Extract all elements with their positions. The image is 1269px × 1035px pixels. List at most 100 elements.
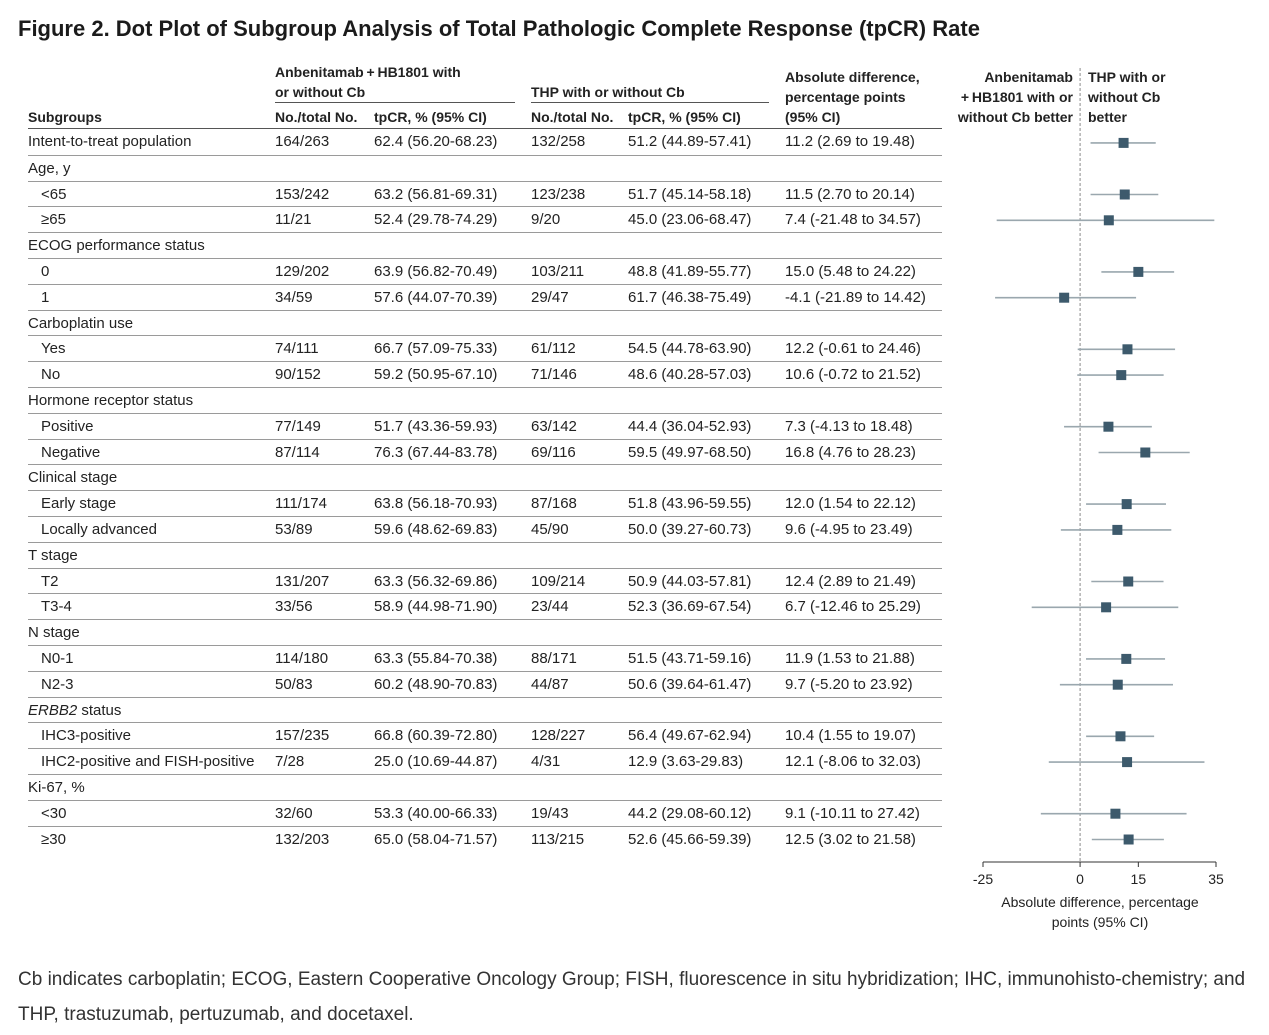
group-a-count: 34/59 [275,288,313,306]
point-estimate-marker [1121,653,1132,664]
table-row: T3-4 33/56 58.9 (44.98-71.90) 23/44 52.3 (36… [28,593,942,620]
group-b-rate: 61.7 (46.38-75.49) [628,288,752,306]
group-a-rate: 76.3 (67.44-83.78) [374,443,498,461]
point-estimate-marker [1133,266,1144,277]
a-count-header: No./total No. [275,109,358,125]
group-a-count: 7/28 [275,753,305,771]
subgroup-label: Intent-to-treat population [28,133,192,150]
x-axis-label-line1: Absolute difference, percentage [1001,894,1199,910]
group-a-header-line1: Anbenitamab + HB1801 with [275,64,461,80]
group-a-rate: 65.0 (58.04-71.57) [374,830,498,848]
table-row: 1 34/59 57.6 (44.07-70.39) 29/47 61.7 (46.38… [28,283,942,311]
category-label: T stage [28,546,78,564]
group-a-rate: 58.9 (44.98-71.90) [374,598,498,616]
group-a-count: 32/60 [275,804,313,822]
group-b-rate: 51.2 (44.89-57.41) [628,133,752,150]
absolute-difference: 12.4 (2.89 to 21.49) [785,572,916,590]
point-estimate-marker [1110,808,1121,819]
group-b-count: 45/90 [531,521,569,538]
group-a-rate: 66.8 (60.39-72.80) [374,727,498,745]
point-estimate-marker [1116,370,1127,381]
x-axis-tick-label: 15 [1131,871,1147,887]
group-a-count: 53/89 [275,521,313,538]
x-axis-tick-label: 0 [1076,871,1084,887]
table-row: T2 131/207 63.3 (56.32-69.86) 109/214 50.9 (… [28,567,942,595]
group-b-rate: 44.2 (29.08-60.12) [628,804,752,822]
group-b-count: 44/87 [531,675,569,693]
absolute-difference: 11.2 (2.69 to 19.48) [785,133,915,150]
subgroup-label: <30 [41,804,67,822]
point-estimate-marker [1059,292,1070,303]
group-b-rate: 44.4 (36.04-52.93) [628,417,752,435]
absolute-difference: 12.5 (3.02 to 21.58) [785,830,916,848]
group-b-rate: 51.7 (45.14-58.18) [628,185,752,203]
group-a-rate: 63.8 (56.18-70.93) [374,495,498,513]
subgroup-label: IHC3-positive [41,727,132,745]
group-a-count: 157/235 [275,727,330,745]
group-a-rate: 51.7 (43.36-59.93) [374,417,498,435]
table-row: Intent-to-treat population 164/263 62.4 (5… [28,129,942,155]
favor-right-line3: better [1088,109,1127,125]
category-label: N stage [28,624,80,642]
point-estimate-marker [1103,215,1114,226]
group-a-rate: 66.7 (57.09-75.33) [374,340,498,358]
x-axis-tick-label: -25 [973,871,993,887]
group-a-rate: 59.2 (50.95-67.10) [374,366,498,384]
table-row: ≥30 132/203 65.0 (58.04-71.57) 113/215 52.6 … [28,825,942,853]
group-b-rate: 51.5 (43.71-59.16) [628,650,752,667]
group-a-header-line2: or without Cb [275,84,366,100]
group-b-count: 128/227 [531,727,586,745]
diff-header-line1: Absolute difference, [785,69,920,85]
subgroup-label: ≥30 [41,830,66,848]
point-estimate-marker [1101,602,1112,613]
a-rate-header: tpCR, % (95% CI) [374,109,487,125]
group-a-count: 129/202 [275,263,330,280]
category-label: ECOG performance status [28,237,205,255]
table-row: IHC3-positive 157/235 66.8 (60.39-72.80) 12… [28,722,942,749]
favor-right-line2: without Cb [1088,89,1161,105]
group-a-count: 111/174 [275,495,327,513]
point-estimate-marker [1121,499,1132,510]
point-estimate-marker [1122,757,1133,768]
table-row: Positive 77/149 51.7 (43.36-59.93) 63/142 44… [28,412,942,440]
point-estimate-marker [1118,137,1129,148]
table-row: N2-3 50/83 60.2 (48.90-70.83) 44/87 50.6 (39… [28,670,942,698]
subgroup-label: N2-3 [41,675,74,693]
subgroup-label: Early stage [41,495,117,513]
subgroup-category-row: ERBB2 status [28,696,942,724]
subgroup-category-row: ECOG performance status [28,232,942,259]
absolute-difference: 11.5 (2.70 to 20.14) [785,185,915,203]
subgroup-label: 0 [41,263,50,280]
category-label: Age, y [28,159,71,177]
table-row: Yes 74/111 66.7 (57.09-75.33) 61/112 54.5 (4… [28,335,942,362]
subgroup-label: <65 [41,185,67,203]
group-a-count: 33/56 [275,598,313,616]
group-a-rate: 63.3 (56.32-69.86) [374,572,498,590]
table-row: N0-1 114/180 63.3 (55.84-70.38) 88/171 51.5 … [28,645,942,672]
group-a-count: 50/83 [275,675,313,693]
point-estimate-marker [1123,576,1134,587]
group-a-count: 87/114 [275,443,320,461]
group-a-rate: 59.6 (48.62-69.83) [374,521,498,538]
table-row: Locally advanced 53/89 59.6 (48.62-69.83) 4… [28,516,942,543]
table-row: IHC2-positive and FISH-positive 7/28 25.0 … [28,748,942,775]
group-b-rate: 48.8 (41.89-55.77) [628,263,752,280]
group-a-rule [275,102,515,103]
group-a-count: 114/180 [275,650,329,667]
favor-left-line2: + HB1801 with or [960,89,1073,105]
favor-left-header: Anbenitamab + HB1801 with or without Cb … [940,67,1073,127]
subgroup-label: T2 [41,572,59,590]
subgroup-category-row: T stage [28,541,942,569]
table-row: 0 129/202 63.9 (56.82-70.49) 103/211 48.8 (4… [28,258,942,285]
table-row: Negative 87/114 76.3 (67.44-83.78) 69/116 59… [28,438,942,466]
subgroup-label: IHC2-positive and FISH-positive [41,753,255,771]
subgroup-label: Yes [41,340,66,358]
absolute-difference: 12.2 (-0.61 to 24.46) [785,340,921,358]
group-b-count: 103/211 [531,263,585,280]
group-b-count: 71/146 [531,366,577,384]
figure-title: Figure 2. Dot Plot of Subgroup Analysis … [18,16,980,41]
absolute-difference: 9.6 (-4.95 to 23.49) [785,521,913,538]
absolute-difference: 15.0 (5.48 to 24.22) [785,263,916,280]
group-a-header: Anbenitamab + HB1801 with or without Cb [275,62,461,102]
subgroup-category-row: Age, y [28,154,942,182]
